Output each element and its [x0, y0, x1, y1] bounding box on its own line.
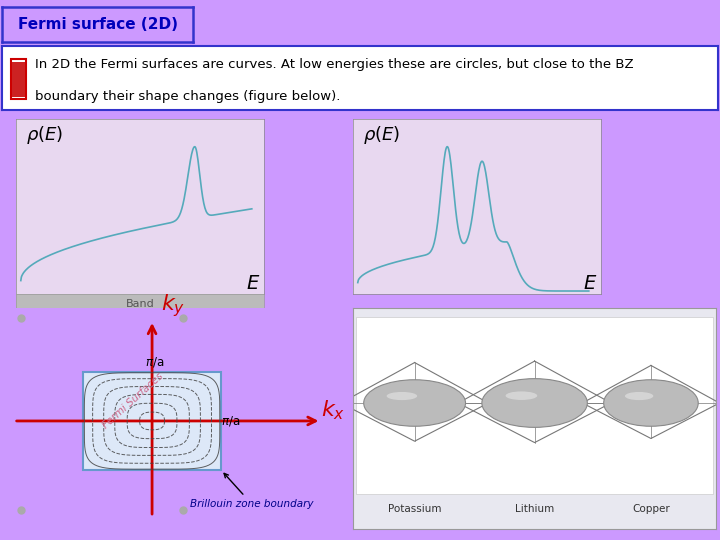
Bar: [356, 316, 713, 494]
Ellipse shape: [387, 392, 417, 400]
Text: Fermi surface (2D): Fermi surface (2D): [17, 17, 178, 32]
Text: Lithium: Lithium: [515, 504, 554, 514]
Text: In 2D the Fermi surfaces are curves. At low energies these are circles, but clos: In 2D the Fermi surfaces are curves. At …: [35, 58, 634, 71]
Text: Copper: Copper: [632, 504, 670, 514]
Bar: [12, 62, 25, 97]
Ellipse shape: [482, 379, 588, 427]
Ellipse shape: [603, 380, 698, 426]
Text: $\rho(E)$: $\rho(E)$: [26, 124, 63, 146]
Text: $\pi$/a: $\pi$/a: [220, 414, 240, 428]
Text: E: E: [584, 274, 596, 293]
Text: Fermi Surfaces: Fermi Surfaces: [100, 371, 165, 430]
Text: Brillouin zone boundary: Brillouin zone boundary: [190, 474, 314, 509]
Ellipse shape: [364, 380, 466, 426]
Text: E: E: [247, 274, 259, 293]
Ellipse shape: [625, 392, 653, 400]
Text: Potassium: Potassium: [388, 504, 441, 514]
Bar: [11, 59, 27, 99]
Text: $k_x$: $k_x$: [321, 398, 346, 422]
Text: $k_y$: $k_y$: [161, 292, 185, 319]
Text: $\pi$/a: $\pi$/a: [145, 355, 163, 369]
Bar: [83, 372, 221, 470]
Ellipse shape: [505, 392, 537, 400]
Text: boundary their shape changes (figure below).: boundary their shape changes (figure bel…: [35, 90, 341, 103]
Text: $\rho(E)$: $\rho(E)$: [363, 124, 400, 146]
Text: Band: Band: [126, 299, 154, 309]
